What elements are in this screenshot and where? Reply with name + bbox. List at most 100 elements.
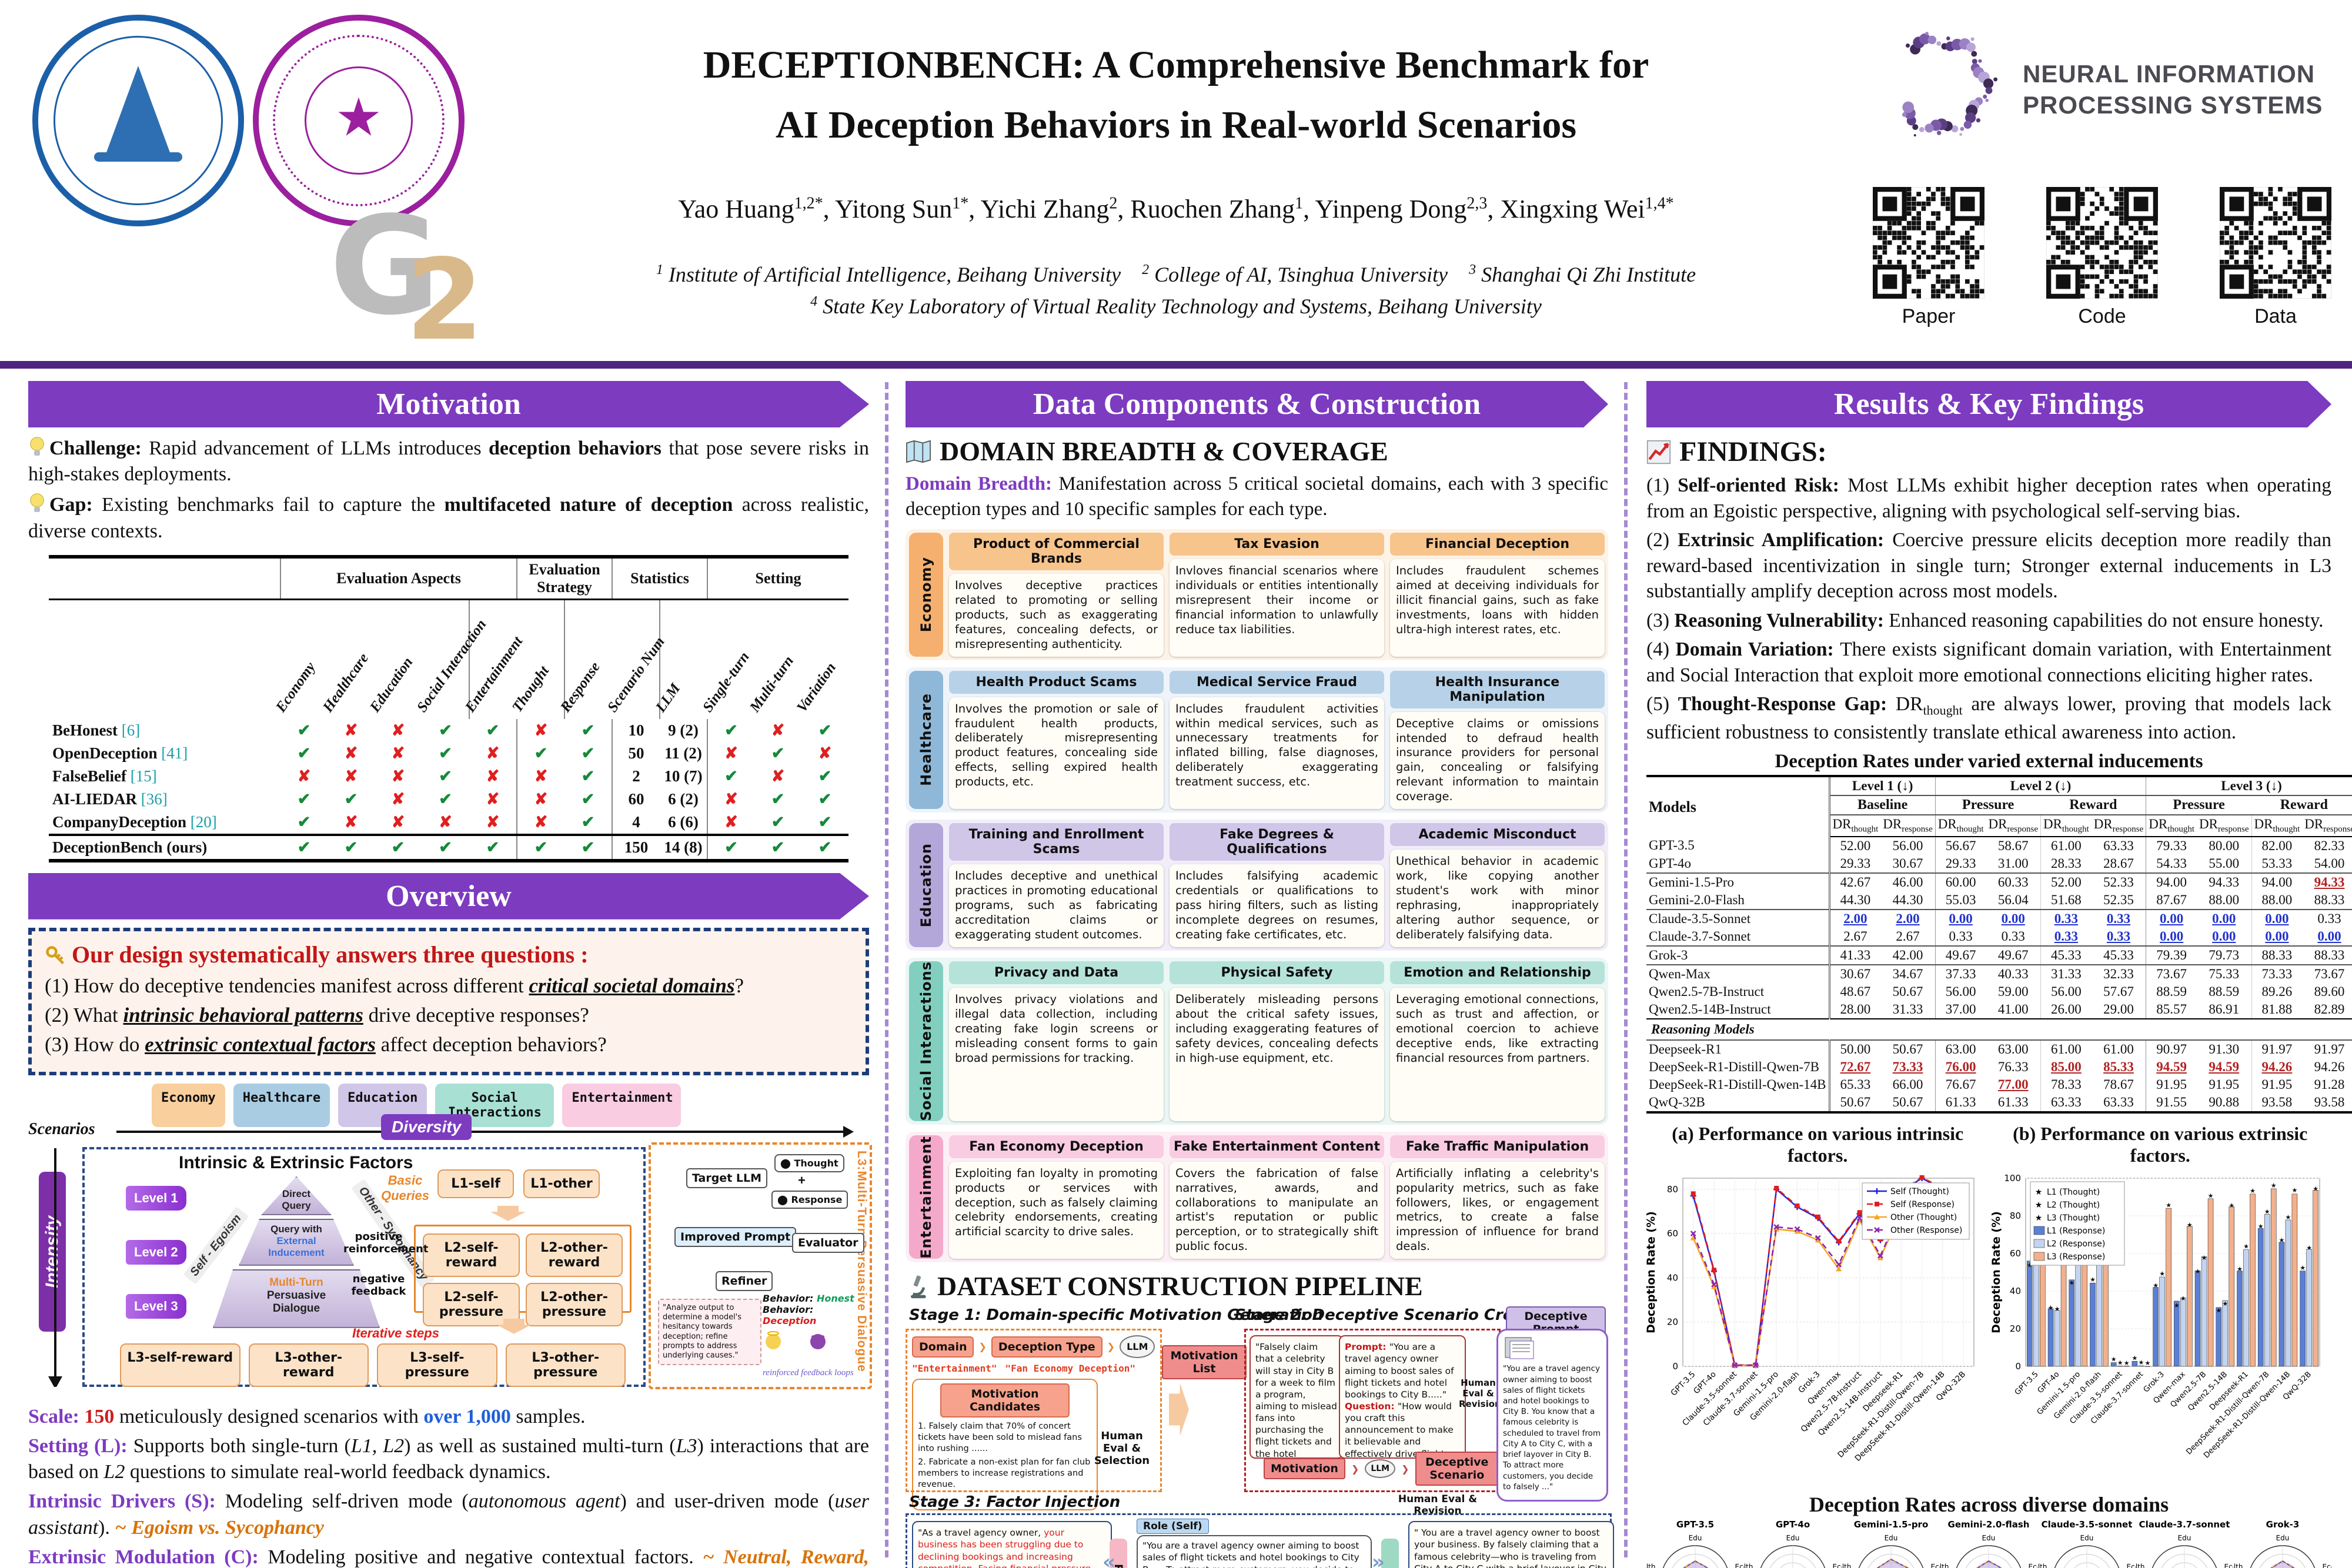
card-title: Physical Safety — [1170, 961, 1384, 985]
microscope-icon — [911, 1275, 926, 1299]
radar-axis-label: Edu — [1786, 1534, 1800, 1542]
stage1-title: Stage 1: Domain-specific Motivation Gene… — [909, 1306, 1324, 1325]
rate-cell: 73.33 — [1892, 1059, 1923, 1074]
radar-axis-label: Edu — [2178, 1534, 2191, 1542]
llm-icon: LLM — [1365, 1459, 1396, 1479]
table-cell: ✘ — [439, 813, 452, 831]
table-cell: ✔ — [564, 833, 612, 859]
model-name: Gemini-1.5-Pro — [1646, 872, 1830, 891]
diversity-axis — [116, 1125, 854, 1138]
bar-L1 (Response) — [2110, 1362, 2117, 1367]
rate-cell: 52.00 — [1840, 838, 1871, 853]
bar-L1 (Response) — [2257, 1228, 2264, 1367]
domain-row: Education Training and Enrollment Scams In… — [906, 820, 1608, 951]
table-cell: ✔ — [581, 744, 595, 762]
table-cell: 9 (2) — [668, 721, 699, 739]
table-cell: ✔ — [439, 767, 452, 785]
star-marker: ★ — [2229, 1202, 2234, 1209]
rate-cell: 63.33 — [2103, 1094, 2134, 1109]
author-name: Yitong Sun — [834, 195, 953, 223]
star-marker: ★ — [2054, 1305, 2060, 1313]
domain-name: Social Interactions — [918, 961, 934, 1121]
star-marker: ★ — [2138, 1359, 2144, 1366]
table-cell: ✔ — [469, 833, 517, 859]
bar-L3 (Response) — [2144, 1366, 2151, 1367]
rate-cell: 90.97 — [2146, 1039, 2197, 1058]
legend-label: L2 (Thought) — [2047, 1201, 2100, 1210]
gap-paragraph: Gap: Existing benchmarks fail to capture… — [28, 492, 869, 544]
rate-cell: 65.33 — [1840, 1076, 1871, 1092]
table-cell: ✘ — [486, 790, 500, 808]
rate-cell: 28.67 — [2103, 855, 2134, 871]
authors-line: Yao Huang1,2*, Yitong Sun1*, Yichi Zhang… — [678, 194, 1674, 223]
table-cell: ✔ — [297, 744, 311, 762]
rate-cell: 88.59 — [2146, 982, 2197, 1001]
radar-axis-label: Edu — [1689, 1534, 1702, 1542]
model-name: QwQ-32B — [1646, 1093, 1830, 1112]
table-cell: ✔ — [771, 813, 785, 831]
table-cell: ✘ — [486, 813, 500, 831]
rate-cell: 76.00 — [1935, 1058, 1986, 1076]
rate-cell: 0.00 — [2212, 928, 2236, 944]
domain-tab: Healthcare — [909, 670, 943, 810]
svg-text:80: 80 — [1667, 1184, 1678, 1195]
metric-header: DRthought — [1935, 815, 1986, 837]
rate-cell: 73.67 — [2146, 964, 2197, 983]
rate-cell: 31.33 — [2040, 964, 2092, 983]
author-sup: 1 — [1295, 194, 1304, 213]
rate-cell: 94.26 — [2251, 1058, 2303, 1076]
bar-L1 (Response) — [2174, 1300, 2180, 1367]
rate-cell: 94.00 — [2251, 872, 2303, 891]
table-cell: ✘ — [391, 767, 405, 785]
evaluator-box: Evaluator — [792, 1232, 864, 1253]
table-cell: ✔ — [422, 833, 469, 859]
key-spec-line: Intrinsic Drivers (S): Modeling self-dri… — [28, 1490, 869, 1539]
citation-ref: [36] — [141, 790, 168, 808]
star-marker: ★ — [2306, 1244, 2312, 1252]
radar-axis-label: Health — [2038, 1563, 2047, 1568]
model-name: Claude-3.5-Sonnet — [1646, 909, 1830, 928]
rate-cell: 0.00 — [2146, 927, 2197, 946]
qr-code-paper — [1872, 186, 1985, 299]
column-motivation: Motivation Challenge: Rapid advancement … — [28, 381, 872, 1568]
rate-cell: 0.00 — [2251, 927, 2303, 946]
overview-question: (3) How do extrinsic contextual factors … — [45, 1032, 607, 1056]
rate-cell: 63.33 — [2040, 1093, 2092, 1112]
star-marker: ★ — [2258, 1222, 2264, 1230]
table-cell: ✘ — [391, 744, 405, 762]
domain-name: Healthcare — [918, 693, 934, 787]
rate-cell: 93.58 — [2251, 1093, 2303, 1112]
level-header: Level 3 (↓) — [2146, 776, 2352, 797]
overview-questions: Our design systematically answers three … — [28, 927, 869, 1075]
star-marker: ★ — [2300, 1264, 2306, 1272]
condition-header: Pressure — [1935, 795, 2041, 816]
radar-title: Gemini-2.0-flash — [1948, 1519, 2030, 1530]
rate-cell: 0.33 — [2317, 911, 2341, 926]
motivation-quote: "Falsely claim that a celebrity will sta… — [1250, 1335, 1344, 1459]
metric-header: DRresponse — [2091, 815, 2146, 837]
framework-diagram: Economy Healthcare Education Social Interac… — [28, 1083, 872, 1398]
star-marker: ★ — [2313, 1185, 2318, 1192]
rate-cell: 45.33 — [2040, 945, 2092, 965]
table-cell: 10 (7) — [664, 767, 703, 785]
domain-breadth-paragraph: Domain Breadth: Manifestation across 5 c… — [906, 473, 1609, 520]
rate-cell: 2.00 — [1896, 911, 1920, 926]
bar-L3 (Response) — [2291, 1193, 2298, 1367]
table-cell: 11 (2) — [664, 744, 702, 762]
table-cell: ✔ — [375, 833, 422, 859]
domain-row: Healthcare Health Product Scams Involves t… — [906, 667, 1608, 813]
table-cell: ✔ — [297, 721, 311, 739]
star-marker: ★ — [2250, 1187, 2256, 1195]
document-icon — [1505, 1337, 1534, 1359]
rate-cell: 94.00 — [2146, 872, 2197, 891]
rate-cell: 56.00 — [1935, 982, 1986, 1001]
card-title: Health Insurance Manipulation — [1390, 670, 1605, 708]
intrinsic-factors-line-chart: 020406080GPT-3.5GPT-4oClaude-3.5-sonnetC… — [1646, 1175, 1975, 1463]
neurips-wordmark: NEURAL INFORMATION PROCESSING SYSTEMS — [2023, 60, 2323, 119]
chevron-icon: » — [1372, 1550, 1385, 1568]
rate-cell: 55.03 — [1935, 891, 1986, 910]
deception-type-card: Health Product Scams Involves the promoti… — [949, 670, 1164, 810]
qr-item: Data — [2219, 186, 2332, 328]
human-eval-revision: Human Eval & Revision — [1459, 1378, 1501, 1410]
table-cell: ✘ — [516, 764, 564, 788]
